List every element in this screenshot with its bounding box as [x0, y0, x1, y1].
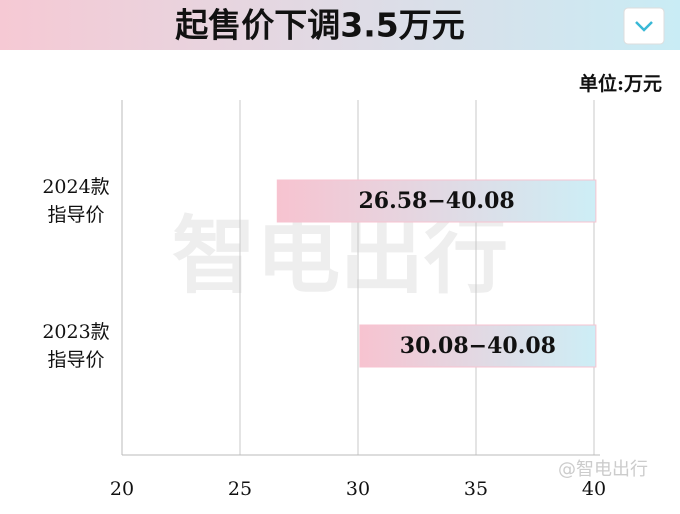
chart-title: 起售价下调3.5万元	[175, 6, 464, 45]
watermark: 智电出行	[172, 207, 508, 305]
credit: @智电出行	[558, 459, 648, 480]
collapse-button[interactable]	[623, 7, 665, 45]
x-tick-label: 25	[228, 478, 252, 500]
range-bar	[359, 324, 597, 368]
y-category-label: 指导价	[47, 349, 104, 371]
unit-label: 单位:万元	[579, 72, 662, 95]
bar-label: 30.08−40.08	[400, 333, 556, 359]
x-tick-label: 30	[346, 478, 370, 500]
x-tick-label: 35	[464, 478, 488, 500]
y-category-label: 指导价	[47, 204, 104, 226]
bar-label: 26.58−40.08	[358, 188, 514, 214]
range-bar	[276, 179, 597, 223]
x-tick-label: 40	[582, 478, 606, 500]
title-band	[0, 0, 680, 50]
y-category-label: 2023款	[42, 321, 109, 343]
y-category-label: 2024款	[42, 176, 109, 198]
x-tick-label: 20	[110, 478, 134, 500]
